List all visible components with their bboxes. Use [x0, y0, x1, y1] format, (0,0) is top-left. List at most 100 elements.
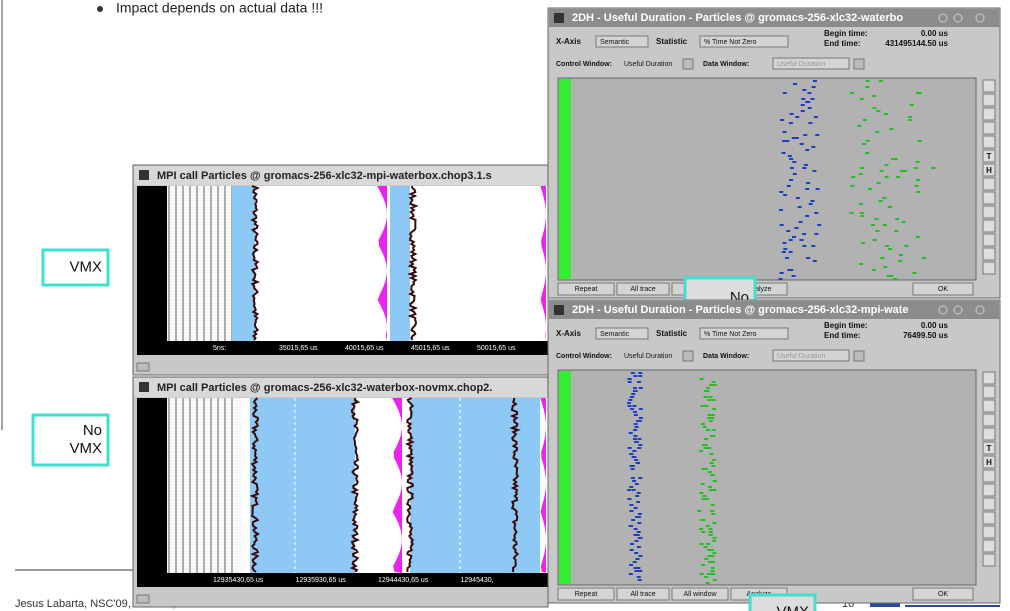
axis-label: 5ns: — [213, 345, 226, 352]
cell — [874, 218, 878, 220]
cell — [632, 405, 636, 407]
cell — [883, 266, 887, 268]
label: Statistic — [656, 329, 688, 338]
cell — [812, 86, 816, 88]
axis-label: 12945430, — [461, 577, 494, 584]
cell — [912, 272, 916, 274]
cell — [635, 495, 639, 497]
cell — [783, 248, 787, 250]
cell — [859, 173, 863, 175]
cell — [813, 80, 817, 82]
cell — [629, 564, 633, 566]
cell — [882, 197, 886, 199]
cell — [631, 393, 635, 395]
tool-letter: T — [987, 444, 992, 453]
cell — [804, 164, 808, 166]
cell — [885, 164, 889, 166]
scroll-button — [137, 595, 149, 603]
tool-icon — [983, 94, 995, 106]
cell — [699, 528, 703, 530]
cell — [813, 260, 817, 262]
cell — [713, 480, 717, 482]
cell — [789, 122, 793, 124]
cell — [637, 522, 641, 524]
cell — [636, 462, 640, 464]
tool-icon — [983, 498, 995, 510]
cell — [712, 459, 716, 461]
cell — [699, 450, 703, 452]
cell — [712, 408, 716, 410]
cell — [786, 230, 790, 232]
cell — [634, 441, 638, 443]
cell — [802, 245, 806, 247]
label: Control Window: — [556, 353, 612, 360]
black-region — [137, 186, 167, 341]
cell — [639, 387, 643, 389]
cell — [801, 104, 805, 106]
tool-icon — [983, 178, 995, 190]
blue-region — [250, 398, 355, 573]
cell — [859, 203, 863, 205]
cell — [710, 570, 714, 572]
cell — [802, 167, 806, 169]
cell — [710, 510, 714, 512]
cell — [872, 239, 876, 241]
cell — [635, 483, 639, 485]
cell — [816, 188, 820, 190]
cell — [814, 212, 818, 214]
cell — [713, 384, 717, 386]
cell — [877, 182, 881, 184]
cell — [789, 251, 793, 253]
cell — [704, 558, 708, 560]
tool-icon — [983, 206, 995, 218]
cell — [790, 113, 794, 115]
cell — [916, 191, 920, 193]
cell — [629, 486, 633, 488]
callout-text: No — [83, 422, 102, 439]
cell — [850, 185, 854, 187]
cell — [850, 212, 854, 214]
bullet-text: Impact depends on actual data !!! — [116, 0, 323, 16]
cell — [865, 152, 869, 154]
cell — [785, 257, 789, 259]
cell — [814, 116, 818, 118]
cell — [798, 206, 802, 208]
cell — [699, 492, 703, 494]
button-label: OK — [938, 286, 948, 293]
button-label: All trace — [630, 286, 655, 293]
cell — [635, 540, 639, 542]
tool-letter: H — [986, 458, 992, 467]
cell — [628, 378, 632, 380]
cell — [711, 567, 715, 569]
cell — [709, 489, 713, 491]
cell — [793, 83, 797, 85]
label: X-Axis — [556, 37, 581, 46]
cell — [634, 534, 638, 536]
cell — [860, 98, 864, 100]
tool-icon — [983, 122, 995, 134]
cell — [639, 408, 643, 410]
cell — [711, 504, 715, 506]
cell — [779, 191, 783, 193]
cell — [629, 510, 633, 512]
label: 0.00 us — [921, 29, 949, 38]
cell — [709, 420, 713, 422]
cell — [863, 119, 867, 121]
cell — [638, 513, 642, 515]
label: Statistic — [656, 37, 688, 46]
cell — [707, 549, 711, 551]
cell — [883, 224, 887, 226]
cell — [893, 278, 897, 280]
cell — [811, 200, 815, 202]
cell — [879, 80, 883, 82]
cell — [880, 170, 884, 172]
cell — [635, 558, 639, 560]
label: Data Window: — [703, 353, 749, 360]
cell — [709, 534, 713, 536]
cell — [638, 444, 642, 446]
cell — [899, 254, 903, 256]
histogram-window: 2DH - Useful Duration - Particles @ grom… — [548, 8, 1000, 336]
cell — [708, 486, 712, 488]
cell — [634, 459, 638, 461]
dropdown-text: Semantic — [600, 39, 630, 46]
